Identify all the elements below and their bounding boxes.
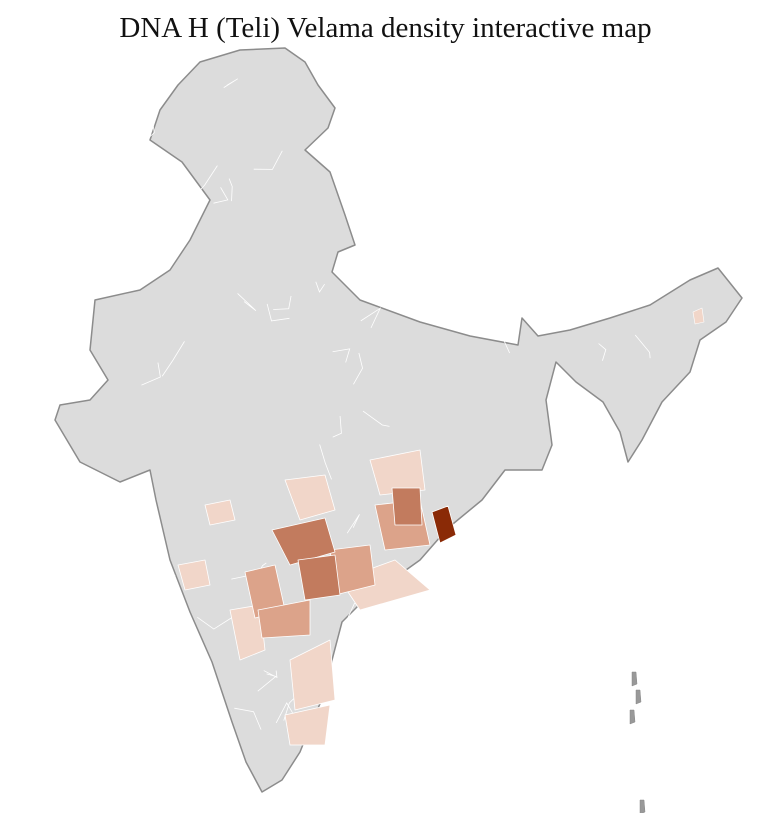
district-border: [561, 128, 593, 141]
district-border: [644, 720, 652, 738]
district-border: [605, 150, 615, 155]
district-border: [363, 128, 369, 146]
district-border: [512, 135, 531, 157]
district-border: [553, 83, 562, 95]
district-border: [155, 573, 174, 582]
district-border: [588, 192, 609, 204]
district-border: [649, 532, 663, 542]
district-border: [565, 94, 572, 120]
district-border: [438, 658, 451, 660]
district-border: [517, 709, 522, 734]
district-border: [517, 213, 533, 228]
country-outline: [55, 48, 742, 792]
district-border: [340, 251, 353, 258]
district-border: [138, 70, 173, 82]
district-border: [650, 697, 671, 716]
district-border: [440, 136, 447, 148]
district-region-low[interactable]: [205, 500, 235, 525]
district-border: [113, 278, 128, 292]
district-border: [639, 726, 656, 743]
district-border: [566, 688, 592, 701]
district-border: [608, 100, 617, 124]
district-border: [481, 321, 493, 334]
district-border: [112, 588, 131, 618]
district-border: [129, 686, 135, 701]
district-region-high[interactable]: [392, 488, 422, 525]
india-outline: [55, 48, 742, 792]
district-border: [588, 229, 608, 248]
island: [630, 710, 635, 724]
district-border: [460, 211, 464, 214]
district-border: [596, 215, 626, 230]
island: [640, 800, 645, 813]
island: [632, 672, 637, 686]
island: [636, 690, 641, 704]
district-border: [169, 661, 180, 676]
district-border: [430, 652, 433, 658]
district-border: [542, 679, 578, 698]
district-border: [590, 147, 600, 173]
district-border: [507, 638, 525, 641]
district-border: [324, 758, 332, 775]
district-border: [531, 254, 546, 271]
district-border: [500, 594, 513, 601]
district-border: [400, 129, 416, 132]
district-region-high[interactable]: [298, 555, 340, 600]
district-border: [163, 580, 174, 602]
district-border: [597, 508, 615, 532]
